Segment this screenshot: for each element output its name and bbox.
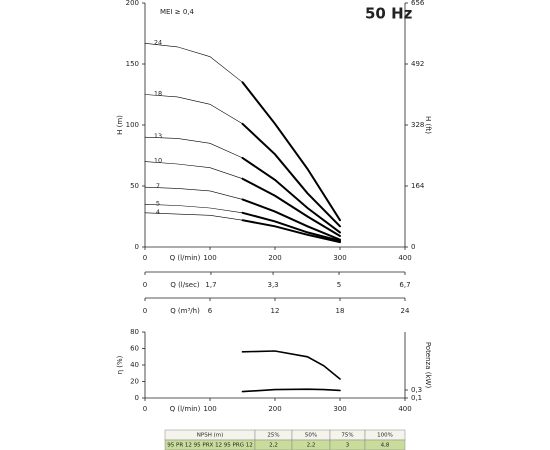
curve-label: 5 [156, 199, 160, 207]
curve-label: 13 [154, 132, 162, 140]
x-tick-label: 5 [337, 281, 341, 289]
curve-thin [144, 94, 243, 125]
x-axis-label: Q (l/min) [170, 405, 201, 413]
y-tick-label: 50 [130, 182, 139, 190]
table-text: 50% [305, 433, 317, 439]
y2-tick-label: 492 [411, 60, 424, 68]
table-text: 2,2 [307, 443, 316, 449]
table-text: NPSH (m) [197, 433, 223, 439]
table-text: 2,2 [269, 443, 278, 449]
mei-note: MEI ≥ 0,4 [160, 8, 195, 16]
x-axis-label: Q (l/sec) [170, 281, 200, 289]
y2-tick-label: 656 [411, 0, 425, 7]
y2-axis-label: Potenza (kW) [424, 342, 432, 389]
y-tick-label: 0 [135, 243, 139, 251]
table-text: 95 PR 12 95 PRX 12 95 PRG 12 [167, 443, 252, 449]
x-tick-label: 400 [398, 405, 411, 413]
curve-thick [241, 219, 341, 244]
x-tick-label: 12 [271, 307, 280, 315]
x-tick-label: 200 [268, 254, 281, 262]
y-tick-label: 100 [126, 121, 139, 129]
y-tick-label: 40 [130, 361, 139, 369]
x-axis-label: Q (l/min) [170, 254, 201, 262]
table-text: 3 [346, 443, 350, 449]
table-cell [364, 439, 406, 450]
x-tick-label: 0 [143, 307, 147, 315]
x-tick-label: 0 [143, 281, 147, 289]
curve-label: 4 [156, 208, 160, 216]
curve-label: 24 [154, 38, 162, 46]
curve-label: 18 [154, 90, 162, 98]
frequency-title: 50 Hz [365, 5, 413, 23]
x-axis-label: Q (m³/h) [170, 307, 200, 315]
x-tick-label: 200 [268, 405, 281, 413]
curve-thick [241, 81, 341, 222]
curve-thin [144, 136, 243, 159]
y2-tick-label: 164 [411, 182, 425, 190]
y-axis-label: η (%) [116, 355, 124, 374]
y2-tick-label: 0 [411, 243, 415, 251]
x-tick-label: 100 [203, 254, 216, 262]
curve-thin [144, 186, 243, 200]
curve-thick [241, 177, 341, 237]
y2-axis-label: H (ft) [424, 116, 432, 134]
x-tick-label: 0 [143, 254, 147, 262]
curve-thick [241, 156, 341, 234]
curve-thick [241, 198, 341, 241]
y-tick-label: 80 [130, 328, 139, 336]
table-text: 75% [341, 433, 353, 439]
curve-label: 10 [154, 157, 162, 165]
table-text: 25% [267, 433, 279, 439]
y-tick-label: 60 [130, 345, 139, 353]
x-tick-label: 6 [208, 307, 213, 315]
x-tick-label: 24 [401, 307, 410, 315]
y-tick-label: 20 [130, 378, 139, 386]
y-tick-label: 0 [135, 394, 139, 402]
x-tick-label: 0 [143, 405, 147, 413]
curve-label: 7 [156, 182, 160, 190]
x-tick-label: 300 [333, 254, 346, 262]
y-tick-label: 150 [126, 60, 139, 68]
x-tick-label: 6,7 [399, 281, 410, 289]
y2-tick-label: 328 [411, 121, 424, 129]
x-tick-label: 18 [336, 307, 345, 315]
curve-thin [144, 204, 243, 214]
x-tick-label: 300 [333, 405, 346, 413]
table-text: 4,8 [381, 443, 390, 449]
y-tick-label: 200 [126, 0, 139, 7]
y2-tick-label: 0,1 [411, 394, 422, 402]
curve-thin [144, 161, 243, 179]
curve-thin [144, 212, 243, 221]
curve-thick [241, 122, 341, 228]
curve-thick [241, 211, 341, 242]
x-tick-label: 1,7 [205, 281, 216, 289]
curve-thin [144, 43, 243, 83]
curve [241, 388, 341, 393]
y2-tick-label: 0,3 [411, 386, 422, 394]
y-axis-label: H (m) [116, 115, 124, 135]
table-text: 100% [377, 433, 393, 439]
x-tick-label: 100 [203, 405, 216, 413]
curve [241, 350, 341, 380]
x-tick-label: 3,3 [267, 281, 278, 289]
x-tick-label: 400 [398, 254, 411, 262]
